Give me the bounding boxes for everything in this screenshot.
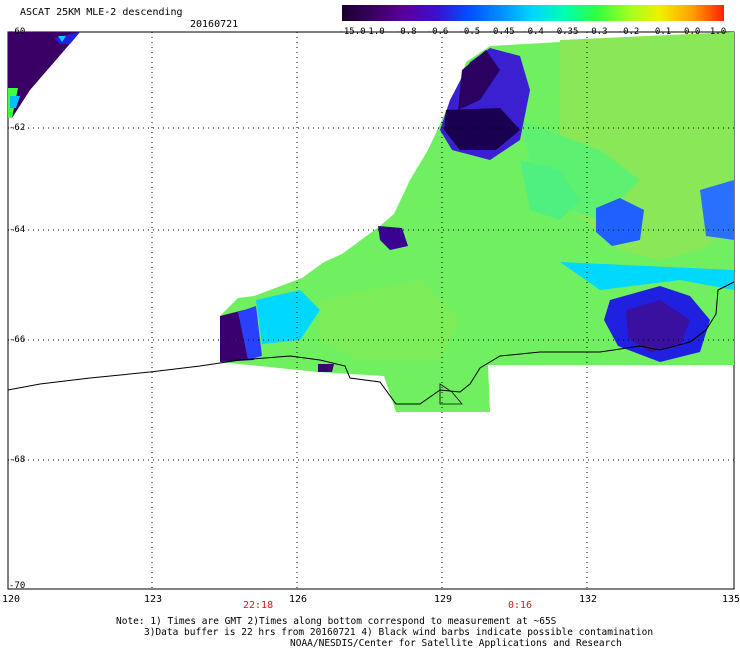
lat-label-62: -62	[9, 123, 26, 133]
colorbar-label: -0.2	[617, 27, 640, 37]
note-line-2: 3)Data buffer is 22 hrs from 20160721 4)…	[144, 627, 654, 638]
coastline-inlet	[439, 383, 463, 405]
colorbar-label: -0.4	[522, 27, 544, 37]
colorbar	[342, 5, 724, 21]
colorbar-label: -0.35	[551, 27, 579, 37]
lon-label-129: 129	[434, 594, 453, 605]
lon-label-123: 123	[144, 594, 163, 605]
lat-label-68: -68	[9, 455, 26, 465]
colorbar-label: -0.8	[394, 27, 417, 37]
lat-label-66: -66	[9, 335, 26, 345]
lat-lon-grid	[8, 32, 734, 589]
colorbar-label: -1.0	[362, 27, 385, 37]
lon-label-120: 120	[2, 594, 21, 605]
colorbar-label: -0.6	[426, 27, 449, 37]
lon-label-135: 135	[722, 594, 740, 605]
colorbar-label: -0.3	[585, 27, 608, 37]
lon-label-126: 126	[289, 594, 308, 605]
lon-label-132: 132	[579, 594, 598, 605]
colorbar-label: -0.5	[458, 27, 481, 37]
note-line-1: Note: 1) Times are GMT 2)Times along bot…	[116, 616, 557, 627]
wedge-data-patch	[8, 32, 80, 118]
plot-title: ASCAT 25KM MLE-2 descending	[20, 7, 183, 18]
plot-date: 20160721	[190, 19, 239, 30]
time-label-1: 22:18	[243, 600, 274, 611]
colorbar-label: 0.0	[684, 27, 701, 37]
lat-label-60: -60	[9, 27, 26, 37]
lat-label-70: -70	[9, 581, 26, 591]
colorbar-label: -0.45	[487, 27, 515, 37]
lat-label-64: -64	[9, 225, 26, 235]
colorbar-label: 1.0	[709, 27, 727, 37]
swath-data	[220, 32, 734, 412]
colorbar-label: -15.0	[338, 27, 366, 37]
time-label-2: 0:16	[508, 600, 533, 611]
colorbar-label: -0.1	[649, 27, 672, 37]
note-line-3: NOAA/NESDIS/Center for Satellite Applica…	[290, 638, 622, 649]
